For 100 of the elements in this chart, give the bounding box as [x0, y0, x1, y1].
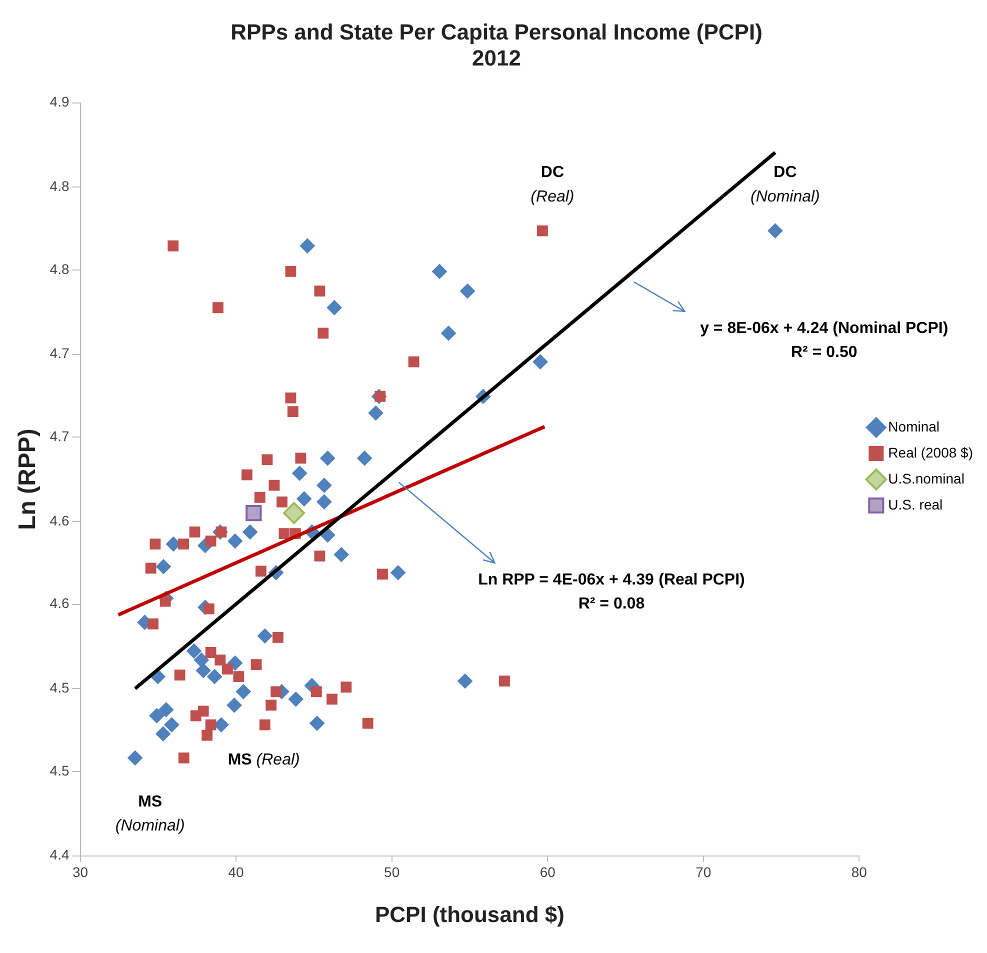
- point: [285, 392, 296, 404]
- point: [368, 406, 384, 421]
- point: [441, 326, 456, 341]
- point: [266, 700, 277, 711]
- point: [214, 654, 226, 666]
- point: [158, 702, 174, 718]
- y-tick-label: 4.8: [50, 178, 70, 194]
- point: [316, 478, 332, 493]
- point: [272, 632, 284, 643]
- point: [282, 502, 305, 524]
- point: [257, 628, 272, 644]
- point: [288, 692, 304, 707]
- annotation: MS (Nominal): [115, 793, 185, 834]
- point: [178, 538, 189, 550]
- point: [148, 618, 158, 630]
- x-tick-label: 30: [72, 864, 88, 880]
- point: [292, 466, 308, 481]
- point: [186, 643, 202, 658]
- legend-label: Real (2008 $): [888, 444, 973, 460]
- point: [768, 223, 783, 238]
- y-tick-label: 4.5: [50, 762, 70, 778]
- point: [460, 284, 476, 299]
- point: [145, 562, 156, 574]
- point: [314, 286, 326, 296]
- point: [160, 596, 171, 607]
- point: [236, 684, 251, 700]
- annotation: DC (Nominal): [750, 164, 820, 206]
- point: [189, 526, 200, 538]
- point: [499, 676, 510, 687]
- point: [256, 566, 266, 577]
- point: [357, 450, 372, 466]
- point: [242, 524, 258, 540]
- point: [316, 494, 332, 510]
- point: [377, 568, 388, 580]
- point: [205, 536, 216, 546]
- point: [198, 706, 209, 717]
- annotation: MS (Real): [228, 751, 300, 768]
- y-tick-label: 4.8: [50, 260, 70, 277]
- point: [242, 469, 252, 480]
- point: [362, 718, 374, 729]
- point: [390, 565, 406, 580]
- y-tick-label: 4.6: [50, 595, 70, 612]
- point: [276, 496, 288, 508]
- point: [318, 328, 329, 339]
- point: [228, 534, 243, 549]
- point: [259, 719, 270, 730]
- x-tick-label: 50: [384, 864, 400, 880]
- point: [156, 559, 171, 574]
- point: [222, 664, 233, 675]
- y-tick-label: 4.7: [50, 428, 70, 444]
- point: [310, 716, 325, 731]
- point: [205, 719, 216, 730]
- x-tick-label: 40: [228, 864, 244, 880]
- point: [196, 663, 211, 678]
- y-axis-title: Ln (RPP): [14, 428, 42, 530]
- annotation: DC (Real): [530, 164, 574, 206]
- point: [300, 238, 315, 254]
- y-tick-label: 4.4: [50, 846, 70, 863]
- point: [408, 356, 420, 368]
- legend-label: U.S.nominal: [888, 470, 964, 486]
- point: [310, 686, 322, 698]
- y-tick-label: 4.9: [50, 94, 70, 110]
- x-tick-label: 70: [696, 864, 712, 880]
- point: [246, 504, 262, 522]
- point: [458, 674, 473, 689]
- point: [250, 659, 262, 670]
- point: [233, 671, 244, 682]
- legend-label: Nominal: [888, 418, 940, 434]
- point: [326, 694, 338, 705]
- point: [268, 480, 280, 491]
- point: [285, 266, 296, 277]
- point: [150, 538, 161, 550]
- point: [278, 528, 290, 539]
- point: [320, 450, 336, 466]
- point: [212, 302, 224, 314]
- point: [262, 454, 273, 466]
- point: [296, 491, 312, 506]
- point: [340, 682, 352, 693]
- point: [156, 726, 171, 742]
- point: [203, 603, 214, 614]
- point: [207, 669, 222, 684]
- legend-label: U.S. real: [888, 496, 943, 512]
- point: [168, 240, 179, 252]
- point: [205, 647, 216, 658]
- point: [254, 492, 266, 503]
- y-tick-label: 4.7: [50, 345, 70, 362]
- point: [334, 547, 349, 562]
- y-tick-label: 4.6: [50, 512, 70, 528]
- point: [314, 550, 326, 562]
- chart-title: RPPs and State Per Capita Personal Income (PCPI) 2012: [230, 19, 762, 71]
- point: [270, 686, 282, 698]
- annotation: y = 8E-06x + 4.24 (Nominal PCPI) R² = 0.50: [700, 320, 948, 362]
- point: [164, 717, 180, 732]
- point: [174, 670, 186, 681]
- x-tick-label: 60: [540, 864, 556, 880]
- point: [326, 300, 342, 316]
- point: [226, 698, 242, 713]
- point: [149, 708, 164, 724]
- x-axis-title: PCPI (thousand $): [374, 902, 564, 927]
- point: [532, 354, 548, 370]
